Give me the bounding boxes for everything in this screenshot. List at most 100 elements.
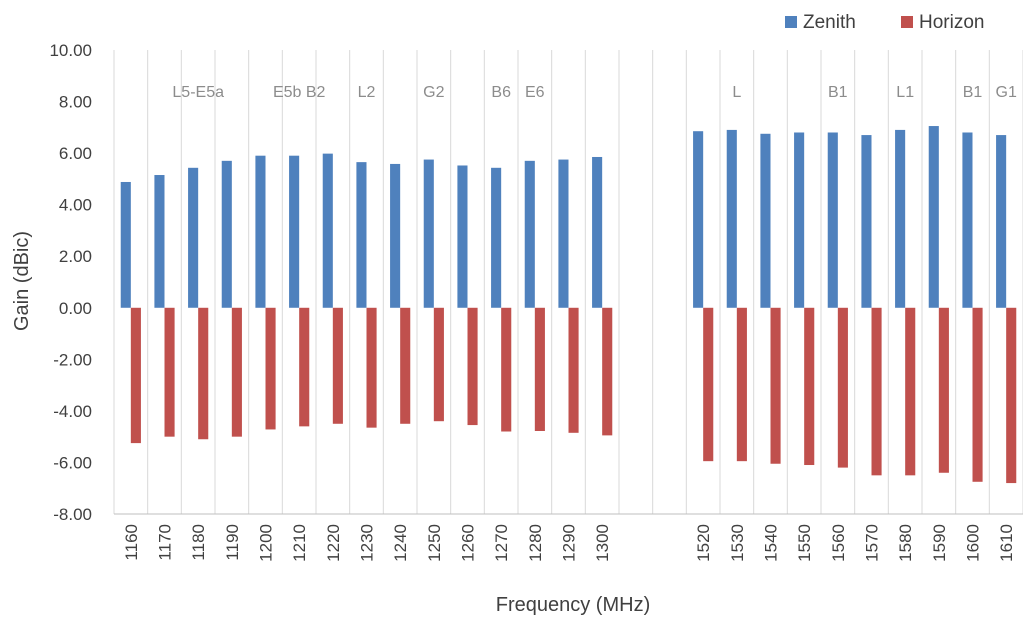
bar-zenith [693, 131, 704, 308]
y-tick-label: 10.00 [49, 41, 92, 60]
band-label: L [732, 84, 741, 101]
bar-horizon [130, 307, 141, 444]
band-label: L2 [358, 84, 376, 101]
x-tick-label: 1580 [896, 524, 915, 562]
x-tick-label: 1550 [795, 524, 814, 562]
y-tick-label: -6.00 [53, 453, 92, 472]
y-tick-label: 2.00 [59, 247, 92, 266]
x-tick-label: 1230 [358, 524, 377, 562]
bar-horizon [501, 307, 512, 432]
x-axis-title: Frequency (MHz) [496, 594, 650, 616]
bar-zenith [322, 153, 333, 308]
bar-zenith [289, 155, 300, 308]
x-tick-label: 1280 [526, 524, 545, 562]
bar-zenith [120, 181, 131, 308]
legend-swatch-zenith [785, 16, 797, 28]
bar-horizon [433, 307, 444, 422]
y-tick-label: 4.00 [59, 196, 92, 215]
bar-zenith [726, 129, 737, 308]
x-tick-label: 1250 [425, 524, 444, 562]
x-axis-ticks: 1160 1170 1180 1190 1200 1210 1220 1230 1240 1250… [122, 524, 1016, 562]
x-tick-label: 1240 [391, 524, 410, 562]
x-tick-label: 1520 [694, 524, 713, 562]
bar-horizon [1006, 307, 1017, 484]
bar-zenith [827, 132, 838, 308]
x-tick-label: 1290 [560, 524, 579, 562]
bar-horizon [972, 307, 983, 482]
x-tick-label: 1270 [492, 524, 511, 562]
bar-zenith [558, 159, 569, 308]
x-tick-label: 1160 [122, 524, 141, 561]
x-tick-label: 1570 [863, 524, 882, 562]
legend-label-zenith: Zenith [803, 12, 856, 33]
bar-horizon [534, 307, 545, 431]
bar-horizon [602, 307, 613, 436]
category-grid-lines [113, 50, 1023, 514]
bar-horizon [265, 307, 276, 430]
band-labels: L5-E5a E5b B2 L2 G2 B6 E6 L B1 L1 B1 G1 [172, 84, 1017, 101]
x-tick-label: 1200 [257, 524, 276, 562]
bar-zenith [861, 135, 872, 308]
y-tick-label: 0.00 [59, 299, 92, 318]
bars [120, 126, 1017, 484]
x-tick-label: 1540 [762, 524, 781, 562]
y-tick-label: 8.00 [59, 93, 92, 112]
bar-horizon [299, 307, 310, 427]
bar-horizon [231, 307, 242, 437]
bar-horizon [198, 307, 209, 440]
bar-horizon [164, 307, 175, 437]
bar-horizon [938, 307, 949, 473]
x-tick-label: 1530 [728, 524, 747, 562]
bar-horizon [871, 307, 882, 476]
bar-zenith [221, 160, 232, 308]
bar-zenith [188, 167, 199, 308]
legend-swatch-horizon [901, 16, 913, 28]
x-tick-label: 1600 [964, 524, 983, 562]
band-label: B1 [828, 84, 848, 101]
band-label: E6 [525, 84, 545, 101]
band-label: G2 [423, 84, 444, 101]
bar-horizon [568, 307, 579, 433]
bar-zenith [154, 175, 165, 308]
bar-zenith [457, 165, 468, 308]
legend-label-horizon: Horizon [919, 12, 984, 33]
bar-zenith [356, 162, 367, 308]
y-tick-label: 6.00 [59, 144, 92, 163]
x-tick-label: 1180 [189, 524, 208, 561]
bar-zenith [928, 126, 939, 308]
x-tick-label: 1260 [459, 524, 478, 562]
bar-horizon [770, 307, 781, 464]
y-tick-label: -2.00 [53, 350, 92, 369]
bar-horizon [837, 307, 848, 468]
x-tick-label: 1190 [223, 524, 242, 561]
bar-horizon [905, 307, 916, 476]
band-label: B1 [963, 84, 983, 101]
bar-zenith [996, 135, 1007, 308]
bar-zenith [794, 132, 805, 308]
bar-horizon [366, 307, 377, 428]
bar-horizon [804, 307, 815, 466]
bar-zenith [895, 129, 906, 308]
y-tick-label: -4.00 [53, 402, 92, 421]
band-label: E5b B2 [273, 84, 326, 101]
x-tick-label: 1210 [290, 524, 309, 562]
bar-horizon [467, 307, 478, 426]
band-label: L5-E5a [172, 84, 224, 101]
band-label: G1 [996, 84, 1017, 101]
y-tick-label: -8.00 [53, 505, 92, 524]
bar-horizon [736, 307, 747, 462]
bar-horizon [703, 307, 714, 462]
bar-zenith [423, 159, 434, 308]
x-tick-label: 1170 [156, 524, 175, 561]
x-tick-label: 1300 [593, 524, 612, 562]
x-tick-label: 1560 [829, 524, 848, 562]
x-tick-label: 1220 [324, 524, 343, 562]
bar-zenith [255, 155, 266, 308]
x-tick-label: 1590 [930, 524, 949, 562]
bar-zenith [491, 167, 502, 308]
band-label: B6 [491, 84, 511, 101]
bar-zenith [524, 160, 535, 308]
bar-zenith [962, 132, 973, 308]
y-axis-ticks: 10.00 8.00 6.00 4.00 2.00 0.00 -2.00 -4.00 -6.00… [49, 41, 92, 524]
